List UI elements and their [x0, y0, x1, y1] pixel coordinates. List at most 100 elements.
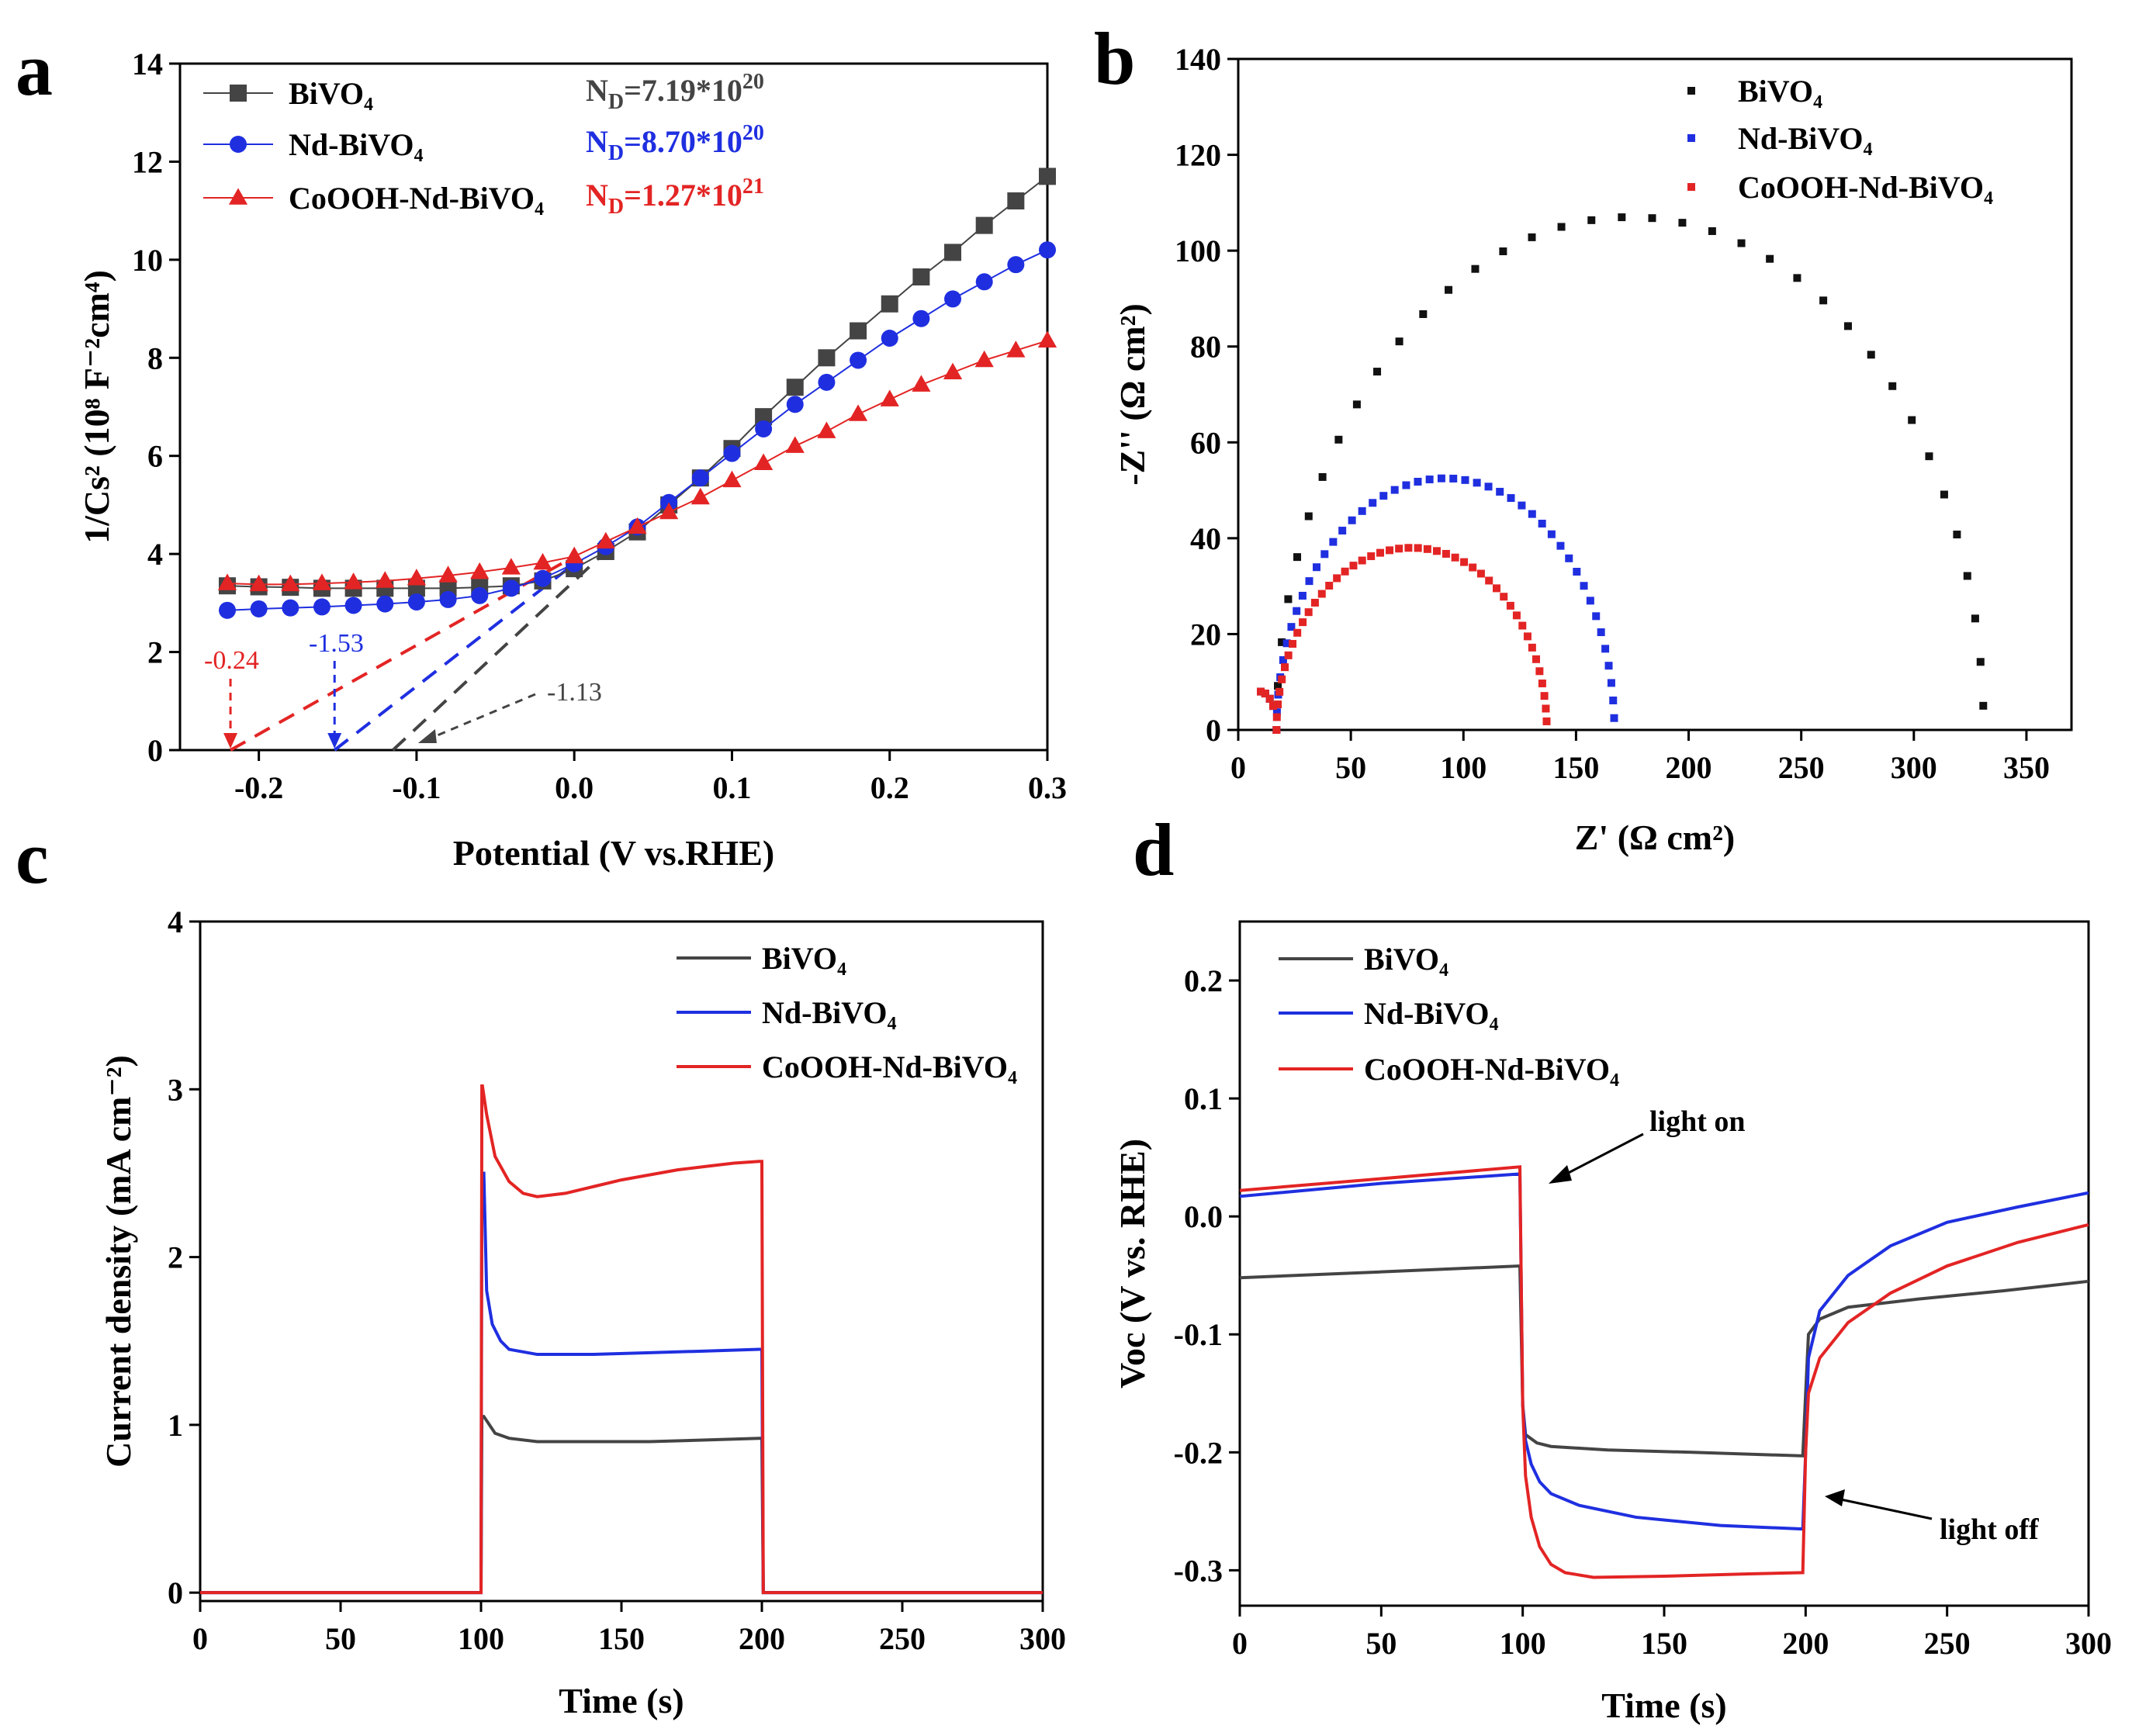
y-axis-label: Voc (V vs. RHE) [1113, 1139, 1152, 1388]
x-tick-label: 0.3 [1028, 770, 1067, 805]
data-point [1305, 577, 1313, 586]
light-on-arrow [1559, 1133, 1644, 1179]
data-point [1648, 214, 1656, 223]
data-point [1272, 708, 1281, 717]
data-point [881, 330, 898, 347]
series-line [1239, 1165, 2089, 1579]
data-point [1506, 601, 1514, 610]
panel-letter-b: b [1094, 17, 1135, 100]
data-point [1708, 227, 1716, 235]
y-tick-label: -0.3 [1174, 1553, 1223, 1588]
data-point [1963, 572, 1971, 580]
data-point [1007, 256, 1025, 274]
data-point [912, 375, 931, 392]
data-point [218, 601, 236, 619]
data-point [1386, 546, 1394, 555]
data-point [1469, 563, 1477, 572]
data-point [1272, 726, 1281, 734]
data-point [1333, 574, 1341, 583]
x-tick-label: 0.0 [555, 770, 594, 805]
x-tick-label: 150 [1641, 1626, 1687, 1661]
data-point [1499, 247, 1507, 256]
legend-marker [230, 85, 247, 102]
chart-c: 0 50 100 150 200 250 300 0 1 2 3 4 Time (s) Current d… [99, 904, 1066, 1720]
x-tick-label: 250 [1778, 750, 1825, 785]
x-tick-label: 300 [2065, 1626, 2112, 1661]
y-tick-label: 20 [1190, 617, 1221, 652]
data-point [1528, 510, 1536, 518]
data-point [470, 562, 490, 579]
intercept-label: -0.24 [204, 646, 259, 675]
data-point [282, 599, 299, 617]
x-tick-label: 150 [1552, 750, 1599, 785]
data-point [1953, 531, 1961, 539]
arrow-head [327, 733, 342, 749]
intercept-arrow [424, 693, 536, 742]
x-tick-label: 250 [1924, 1626, 1971, 1661]
data-point [786, 379, 804, 396]
nd-sub: D [608, 195, 624, 219]
data-point [1476, 569, 1485, 578]
x-axis-label: Time (s) [1601, 1686, 1726, 1725]
fit-line [392, 550, 607, 752]
data-point [1867, 351, 1875, 359]
data-point [1334, 435, 1343, 444]
data-point [1293, 553, 1302, 562]
y-tick-label: 0 [1206, 713, 1221, 748]
data-point [1341, 567, 1349, 576]
y-tick-label: 1 [168, 1408, 183, 1443]
data-point [691, 469, 709, 487]
data-point [690, 487, 710, 505]
x-axis-label: Time (s) [559, 1681, 684, 1720]
data-point [312, 573, 332, 590]
nd-rest: =8.70*10 [624, 124, 742, 159]
fit-line [333, 562, 576, 752]
series-line [1239, 1264, 2089, 1458]
data-point [1528, 233, 1536, 241]
data-point [1843, 322, 1852, 330]
data-point [1414, 544, 1422, 552]
data-point [1518, 501, 1526, 510]
data-point [850, 351, 867, 369]
data-point [1257, 687, 1265, 696]
data-point [1275, 687, 1284, 696]
data-point [975, 273, 993, 291]
data-point [1601, 645, 1610, 653]
panel-letter-c: c [16, 816, 49, 899]
plot-frame [1237, 57, 2073, 731]
data-point [1518, 621, 1527, 630]
data-point [533, 552, 552, 570]
data-point [1565, 554, 1573, 562]
y-tick-label: 6 [147, 439, 163, 474]
data-point [1284, 595, 1293, 603]
data-point [944, 290, 962, 308]
x-tick-label: -0.1 [392, 770, 441, 805]
data-point [1538, 520, 1546, 528]
data-point [1580, 582, 1588, 590]
nd-sub: D [608, 90, 624, 114]
x-tick-label: 100 [1500, 1626, 1546, 1661]
data-point [376, 571, 395, 588]
data-point [817, 421, 836, 438]
data-point [1819, 296, 1828, 305]
data-point [1358, 507, 1366, 515]
arrow-head [417, 729, 437, 743]
data-point [1281, 663, 1289, 672]
data-point [1542, 717, 1551, 725]
data-point [1352, 400, 1361, 409]
data-point [1329, 538, 1338, 546]
intercept-label: -1.53 [309, 629, 364, 658]
x-tick-label: 50 [325, 1621, 356, 1656]
data-point [1678, 219, 1687, 227]
x-tick-label: 250 [879, 1621, 926, 1656]
data-point [1535, 667, 1544, 676]
data-point [1390, 486, 1399, 494]
data-point [1287, 623, 1296, 631]
data-point [1274, 700, 1282, 709]
chart-a: -0.2 -0.1 0.0 0.1 0.2 0.3 0 2 4 6 8 10 12 14 Potential… [77, 47, 1067, 873]
y-tick-label: -0.2 [1174, 1435, 1223, 1470]
data-point [1538, 680, 1546, 688]
data-point [818, 349, 836, 367]
nd-sup: 21 [742, 175, 764, 199]
y-axis-label: 1/Cs² (10⁸ F⁻²cm⁴) [77, 270, 116, 544]
